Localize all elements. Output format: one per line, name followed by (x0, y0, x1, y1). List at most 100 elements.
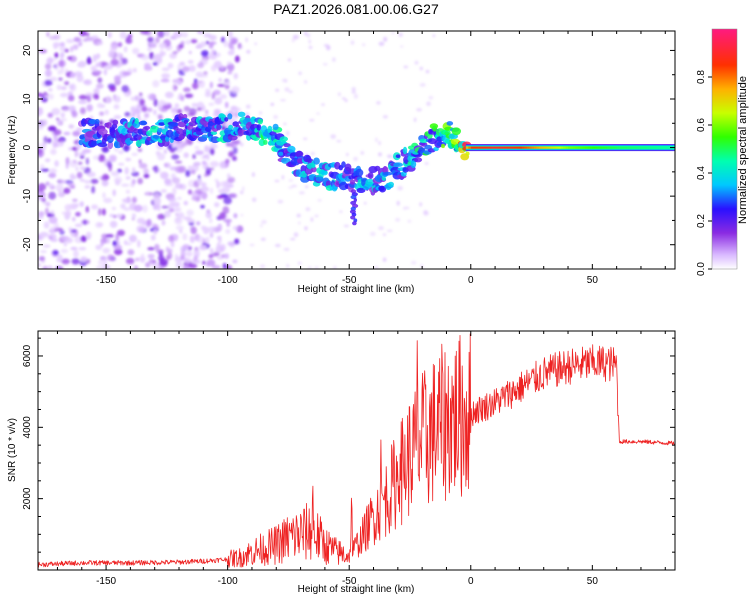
heatmap-noise-blob (201, 160, 207, 165)
spectrogram-x-axis: -150 -100 -50 0 50 (56, 31, 666, 286)
heatmap-tone-core (551, 146, 554, 149)
heatmap-noise-blob (424, 162, 429, 165)
heatmap-noise-blob (138, 159, 142, 165)
heatmap-noise-blob (45, 207, 49, 215)
heatmap-noise-blob (140, 31, 149, 35)
heatmap-noise-blob (97, 259, 106, 266)
heatmap-noise-blob (67, 183, 76, 187)
heatmap-noise-blob (196, 107, 203, 111)
heatmap-noise-blob (205, 211, 212, 219)
heatmap-noise-blob (98, 155, 106, 162)
heatmap-noise-blob (209, 161, 219, 168)
heatmap-noise-blob (47, 125, 57, 132)
x-tick-label: -100 (218, 576, 238, 587)
heatmap-noise-blob (228, 41, 234, 50)
heatmap-noise-blob (195, 80, 203, 84)
heatmap-noise-blob (293, 232, 299, 238)
heatmap-noise-blob (54, 52, 59, 58)
heatmap-noise-blob (419, 202, 423, 207)
heatmap-tone-core (614, 146, 617, 149)
heatmap-noise-blob (112, 240, 118, 247)
heatmap-noise-blob (93, 87, 100, 96)
heatmap-noise-blob (50, 226, 58, 230)
heatmap-noise-blob (152, 54, 161, 63)
heatmap-noise-blob (138, 227, 146, 233)
heatmap-noise-blob (140, 54, 150, 61)
heatmap-noise-blob (374, 266, 379, 269)
heatmap-noise-blob (232, 225, 239, 231)
heatmap-noise-blob (107, 254, 115, 261)
heatmap-tone-core (587, 146, 591, 149)
heatmap-noise-blob (195, 259, 201, 264)
heatmap-noise-blob (183, 200, 188, 206)
heatmap-noise-blob (103, 68, 107, 76)
heatmap-noise-blob (66, 38, 75, 44)
heatmap-noise-blob (83, 219, 87, 225)
heatmap-noise-blob (120, 203, 126, 209)
heatmap-noise-blob (382, 257, 387, 262)
heatmap-noise-blob (53, 129, 62, 136)
heatmap-noise-blob (117, 42, 123, 48)
heatmap-noise-blob (260, 237, 266, 241)
heatmap-ridge-blob (150, 125, 160, 133)
heatmap-tone-core (519, 146, 523, 149)
heatmap-noise-blob (111, 206, 116, 211)
heatmap-ridge-blob (381, 176, 386, 181)
heatmap-ridge-blob (227, 135, 238, 141)
heatmap-ridge-blob (138, 120, 148, 126)
heatmap-noise-blob (69, 84, 75, 90)
heatmap-noise-blob (48, 191, 57, 200)
heatmap-ridge-blob (144, 125, 151, 130)
heatmap-noise-blob (164, 31, 170, 37)
heatmap-tone-core (529, 146, 532, 149)
colorbar-tick-label: 0.0 (696, 262, 707, 276)
heatmap-noise-blob (332, 57, 336, 62)
heatmap-noise-blob (259, 111, 262, 115)
heatmap-noise-blob (75, 211, 81, 217)
heatmap-noise-blob (254, 42, 257, 46)
heatmap-noise-blob (314, 266, 319, 269)
heatmap-noise-blob (425, 69, 430, 74)
heatmap-ridge-blob (216, 124, 222, 131)
heatmap-noise-blob (84, 185, 91, 189)
heatmap-noise-blob (76, 171, 83, 179)
heatmap-noise-blob (154, 243, 160, 251)
heatmap-noise-blob (213, 60, 222, 69)
heatmap-ridge-blob (278, 151, 284, 156)
heatmap-noise-blob (113, 115, 122, 120)
heatmap-noise-blob (208, 102, 215, 107)
heatmap-ridge-blob (446, 121, 454, 126)
heatmap-noise-blob (110, 171, 120, 177)
heatmap-noise-blob (161, 73, 171, 79)
heatmap-noise-blob (58, 59, 66, 68)
heatmap-noise-blob (208, 254, 214, 259)
heatmap-noise-blob (261, 220, 267, 224)
heatmap-noise-blob (115, 52, 122, 59)
heatmap-noise-blob (201, 187, 210, 192)
heatmap-noise-blob (252, 197, 257, 203)
heatmap-tone-core (504, 146, 508, 149)
heatmap-noise-blob (71, 110, 78, 118)
heatmap-ridge-blob (300, 165, 307, 173)
heatmap-noise-blob (378, 226, 384, 231)
heatmap-noise-blob (159, 51, 164, 58)
heatmap-noise-blob (63, 187, 71, 194)
y-tick-label: 10 (22, 93, 33, 105)
heatmap-tone-core (497, 146, 501, 149)
heatmap-noise-blob (63, 242, 67, 247)
heatmap-noise-blob (159, 172, 164, 176)
heatmap-noise-blob (234, 238, 240, 245)
heatmap-noise-blob (187, 60, 194, 64)
heatmap-noise-blob (432, 34, 436, 38)
heatmap-ridge-blob (134, 118, 139, 125)
heatmap-ridge-blob (183, 119, 189, 125)
heatmap-noise-blob (59, 42, 65, 47)
heatmap-noise-blob (76, 127, 84, 132)
heatmap-noise-blob (270, 102, 275, 106)
heatmap-noise-blob (157, 203, 161, 212)
heatmap-noise-blob (382, 115, 388, 119)
heatmap-noise-blob (286, 263, 290, 268)
heatmap-noise-blob (395, 217, 401, 222)
heatmap-noise-blob (158, 265, 163, 269)
heatmap-noise-blob (86, 95, 92, 103)
